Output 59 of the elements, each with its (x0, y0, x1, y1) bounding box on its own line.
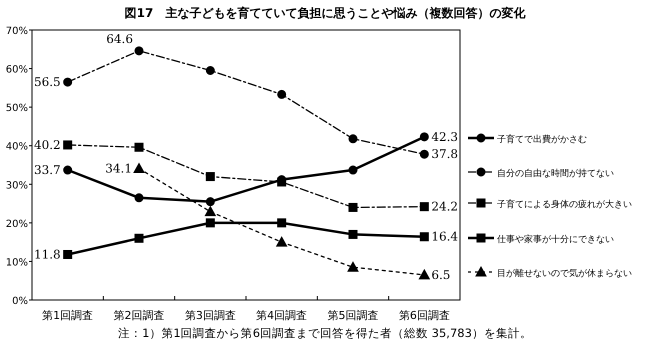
point (348, 134, 358, 144)
data-label: 16.4 (431, 230, 458, 244)
y-tick-label: 50% (6, 103, 28, 114)
data-label: 56.5 (34, 75, 61, 90)
data-label: 64.6 (106, 32, 133, 46)
legend-label: 子育てで出費がかさむ (497, 134, 587, 145)
point (206, 172, 215, 182)
x-tick-label: 第4回調査 (256, 309, 308, 322)
point (348, 202, 358, 212)
x-tick-label: 第1回調査 (42, 309, 94, 322)
data-label: 11.8 (34, 247, 61, 262)
chart-title: 図17 主な子どもを育てていて負担に思うことや悩み（複数回答）の変化 (124, 6, 526, 20)
point (204, 206, 216, 216)
y-tick-label: 0% (12, 296, 28, 307)
y-tick-label: 10% (6, 257, 28, 268)
x-tick-label: 第3回調査 (184, 309, 236, 322)
point (134, 162, 144, 173)
point (206, 66, 215, 75)
point (420, 150, 429, 159)
point (63, 140, 72, 150)
point (418, 269, 430, 280)
point (348, 262, 358, 272)
point (206, 218, 215, 228)
point (63, 166, 72, 175)
y-tick-label: 70% (6, 26, 28, 37)
x-tick-label: 第6回調査 (398, 309, 450, 322)
data-label: 42.3 (431, 130, 458, 144)
data-label: 24.2 (431, 200, 458, 214)
point (63, 250, 72, 259)
point (420, 202, 429, 212)
y-tick-label: 30% (6, 180, 28, 192)
point (63, 78, 72, 87)
point (420, 232, 429, 242)
point (134, 46, 144, 56)
data-label: 40.2 (34, 138, 61, 152)
point (134, 193, 144, 202)
data-label: 34.1 (105, 161, 132, 176)
point (206, 197, 215, 206)
data-label: 33.7 (34, 163, 61, 178)
legend-label: 自分の自由な時間が持てない (497, 168, 614, 179)
y-tick-label: 20% (6, 218, 28, 230)
point (277, 218, 286, 228)
point (276, 236, 288, 247)
point (134, 142, 144, 152)
y-tick-label: 60% (6, 64, 28, 76)
x-tick-label: 第2回調査 (114, 309, 164, 322)
y-tick-label: 40% (6, 142, 28, 153)
text: 注：1）第1回調査から第6回調査まで回答を得た者（総数 35,783）を集計。 (118, 326, 532, 340)
legend-label: 目が離せないので気が休まらない (497, 268, 632, 279)
point (420, 132, 429, 142)
point (348, 166, 358, 175)
point (277, 90, 286, 99)
legend-label: 子育てによる身体の疲れが大きい (497, 199, 632, 210)
point (348, 230, 358, 239)
x-tick-label: 第5回調査 (328, 309, 378, 322)
data-label: 37.8 (431, 147, 458, 162)
data-label: 6.5 (431, 268, 450, 282)
point (134, 234, 144, 243)
legend-label: 仕事や家事が十分にできない (497, 234, 614, 245)
